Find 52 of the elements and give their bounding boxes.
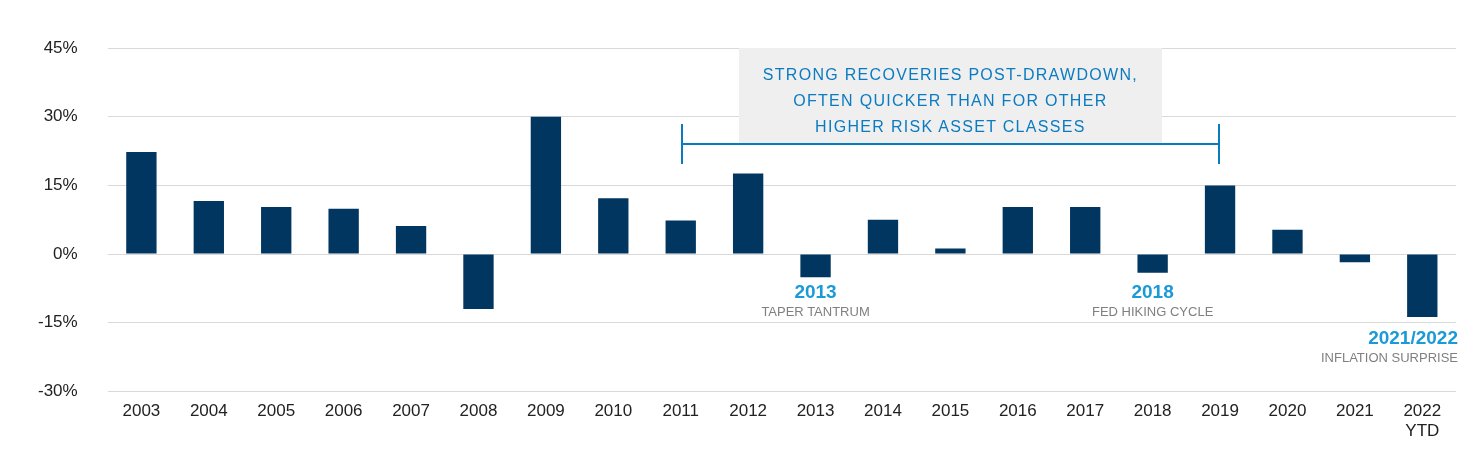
- y-tick-label: -15%: [38, 312, 78, 332]
- x-tick-label: 2012: [729, 401, 768, 421]
- bar: [193, 200, 224, 254]
- y-tick-label: 0%: [53, 243, 78, 263]
- bar: [261, 206, 292, 254]
- x-tick-label: 2020: [1268, 401, 1307, 421]
- bar: [1272, 229, 1303, 254]
- x-tick-label: 2013: [796, 401, 835, 421]
- x-tick-label: 2021: [1335, 401, 1374, 421]
- x-tick-label: 2004: [189, 401, 228, 421]
- bar: [598, 198, 629, 254]
- y-tick-label: 45%: [43, 37, 78, 57]
- y-tick-label: -30%: [38, 380, 78, 400]
- x-tick-label: 2019: [1201, 401, 1239, 421]
- annotation: 2018: [1131, 281, 1174, 303]
- annotation: 2013: [794, 281, 837, 303]
- annotation: STRONG RECOVERIES POST-DRAWDOWN, OFTEN QUICKER THAN FOR OTHER HIGHER RISK ASSET CLASSES: [738, 48, 1163, 145]
- bar: [126, 152, 157, 254]
- y-tick-label: 30%: [43, 106, 78, 126]
- bar: [1002, 206, 1033, 254]
- bar: [328, 208, 359, 254]
- bar: [800, 254, 831, 278]
- bar: [530, 116, 562, 254]
- annotation: TAPER TANTRUM: [761, 304, 870, 320]
- x-tick-label: 2016: [998, 401, 1037, 421]
- x-tick-label: 2015: [931, 401, 970, 421]
- annotation: FED HIKING CYCLE: [1091, 304, 1214, 320]
- bar: [1204, 185, 1236, 254]
- x-tick-label: 2007: [392, 401, 430, 421]
- x-tick-label: 2017: [1066, 401, 1105, 421]
- bar: [395, 226, 427, 254]
- bar: [1070, 206, 1101, 254]
- bar: [1407, 254, 1438, 318]
- x-tick-label: 2006: [324, 401, 363, 421]
- x-tick-label: 2018: [1133, 401, 1172, 421]
- x-tick-label: 2011: [662, 401, 699, 421]
- x-tick-label: 2010: [594, 401, 633, 421]
- annotation: 2021/2022: [1368, 326, 1458, 348]
- bar: [1137, 254, 1168, 273]
- x-tick-label: 2003: [122, 401, 161, 421]
- x-tick-label: 2022 YTD: [1403, 401, 1442, 441]
- annotation: INFLATION SURPRISE: [1320, 349, 1459, 365]
- x-tick-label: 2005: [257, 401, 296, 421]
- bar: [867, 219, 899, 254]
- y-tick-label: 15%: [43, 175, 78, 195]
- bar: [463, 254, 494, 309]
- bar: [732, 173, 764, 254]
- x-tick-label: 2008: [459, 401, 498, 421]
- x-tick-label: 2009: [526, 401, 565, 421]
- x-tick-label: 2014: [864, 401, 902, 421]
- bar: [665, 220, 696, 254]
- bar: [935, 248, 966, 254]
